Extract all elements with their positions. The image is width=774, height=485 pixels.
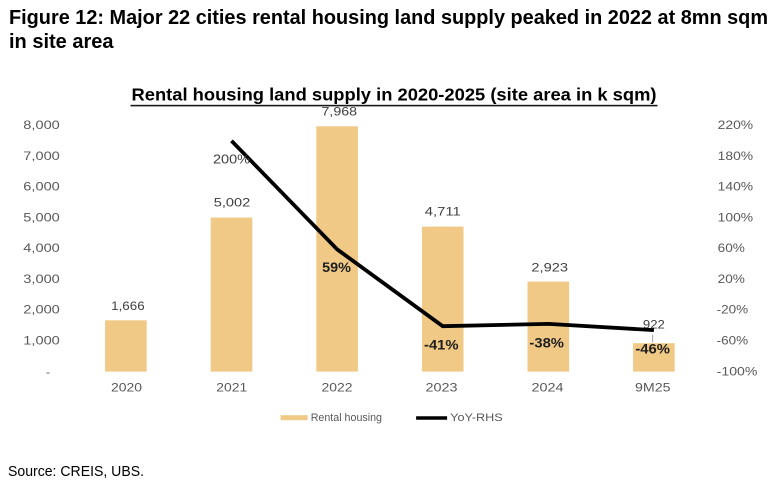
svg-text:5,002: 5,002 [214, 196, 251, 210]
svg-text:59%: 59% [322, 260, 351, 275]
svg-text:8,000: 8,000 [23, 118, 60, 132]
svg-text:2,923: 2,923 [531, 260, 568, 274]
svg-text:7,000: 7,000 [23, 149, 60, 163]
svg-text:-46%: -46% [635, 342, 670, 357]
svg-text:4,711: 4,711 [425, 205, 461, 219]
svg-text:Source: CREIS, UBS.: Source: CREIS, UBS. [8, 464, 144, 480]
svg-text:180%: 180% [718, 149, 754, 163]
svg-text:YoY-RHS: YoY-RHS [450, 412, 503, 424]
svg-text:Figure 12: Major 22 cities ren: Figure 12: Major 22 cities rental housin… [9, 7, 768, 29]
svg-text:2024: 2024 [532, 380, 564, 394]
svg-text:Rental housing: Rental housing [311, 412, 382, 424]
svg-text:in site area: in site area [9, 31, 114, 53]
svg-text:-20%: -20% [717, 303, 749, 317]
svg-text:-38%: -38% [529, 336, 564, 351]
svg-text:Rental housing land supply in: Rental housing land supply in 2020-2025 … [132, 85, 657, 105]
svg-text:20%: 20% [718, 272, 746, 286]
svg-text:140%: 140% [718, 180, 754, 194]
svg-text:1,000: 1,000 [23, 334, 60, 348]
svg-text:2022: 2022 [322, 380, 353, 394]
svg-text:-41%: -41% [424, 338, 459, 353]
svg-text:100%: 100% [718, 210, 754, 224]
svg-text:9M25: 9M25 [635, 380, 671, 394]
svg-text:-60%: -60% [717, 334, 749, 348]
svg-text:3,000: 3,000 [23, 272, 60, 286]
svg-text:6,000: 6,000 [23, 180, 60, 194]
svg-text:-100%: -100% [717, 364, 758, 378]
svg-text:-: - [46, 365, 50, 379]
svg-text:60%: 60% [718, 241, 746, 255]
svg-text:2020: 2020 [111, 380, 142, 394]
svg-text:5,000: 5,000 [23, 210, 60, 224]
svg-text:4,000: 4,000 [23, 241, 60, 255]
svg-text:1,666: 1,666 [111, 299, 145, 313]
svg-text:200%: 200% [213, 151, 250, 166]
svg-text:2021: 2021 [216, 380, 247, 394]
svg-text:7,968: 7,968 [322, 105, 358, 119]
svg-text:2023: 2023 [426, 380, 458, 394]
svg-text:220%: 220% [718, 118, 754, 132]
svg-text:2,000: 2,000 [23, 303, 60, 317]
